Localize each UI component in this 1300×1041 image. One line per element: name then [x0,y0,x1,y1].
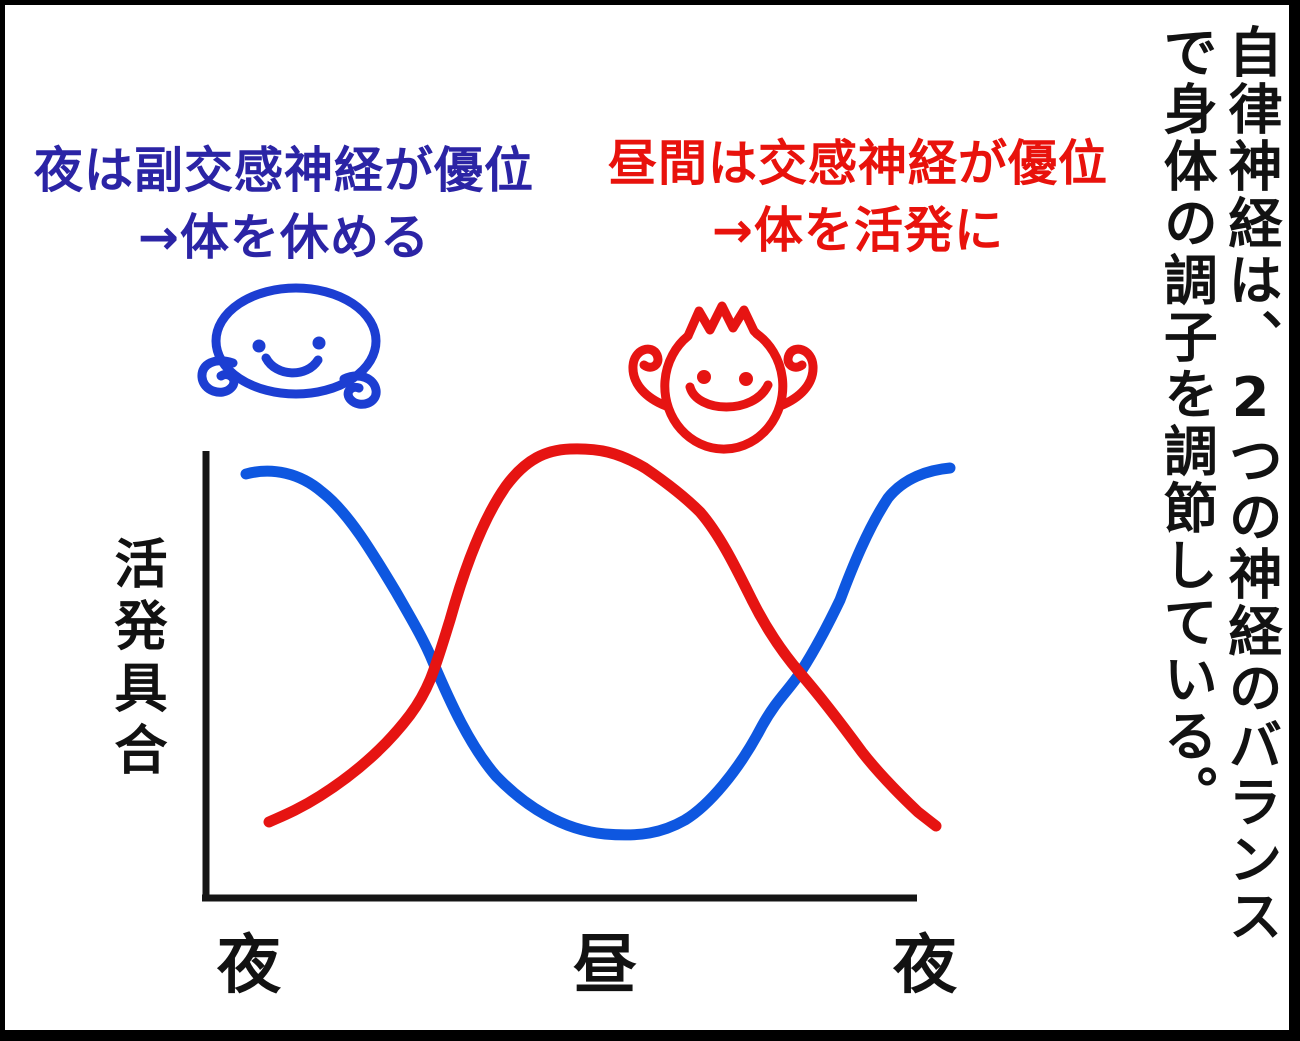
x-tick-day: 昼 [573,929,637,1003]
energetic-face-right-arm [775,344,818,411]
side-note-column-1: 自律神経は、2つの神経のバランス [1219,24,1282,945]
sleepy-face-left-eye [252,339,266,353]
caption-sympathetic-line2: →体を活発に [711,201,1005,259]
caption-parasympathetic-line2: →体を休める [137,208,431,266]
caption-parasympathetic: 夜は副交感神経が優位 →体を休める [8,138,560,271]
energetic-face-smile [685,380,773,412]
energetic-face-left-eye [697,370,711,384]
energetic-face-figure [628,301,818,454]
energetic-face-left-arm [628,344,671,411]
side-note-vertical-text: 自律神経は、2つの神経のバランス で身体の調子を調節している。 [1152,24,1282,1020]
sleepy-face-figure [197,283,381,409]
sleepy-face-right-hand [339,371,381,409]
sleepy-face-left-hand [197,356,239,397]
caption-sympathetic: 昼間は交感神経が優位 →体を活発に [578,131,1138,264]
energetic-face-head [660,329,788,454]
sleepy-face-right-eye [312,336,326,350]
caption-sympathetic-line1: 昼間は交感神経が優位 [607,135,1108,192]
energetic-face-hair [683,301,762,341]
y-axis-label: 活発具合 [106,536,167,784]
sleepy-face-smile [261,353,323,378]
x-tick-night-right: 夜 [893,929,957,1003]
sympathetic-curve [263,443,942,832]
x-tick-night-left: 夜 [217,929,281,1003]
parasympathetic-curve [240,462,956,841]
caption-parasympathetic-line1: 夜は副交感神経が優位 [33,142,534,199]
sleepy-face-head [211,283,381,399]
energetic-face-right-eye [739,372,753,386]
side-note-column-2: で身体の調子を調節している。 [1154,24,1218,822]
